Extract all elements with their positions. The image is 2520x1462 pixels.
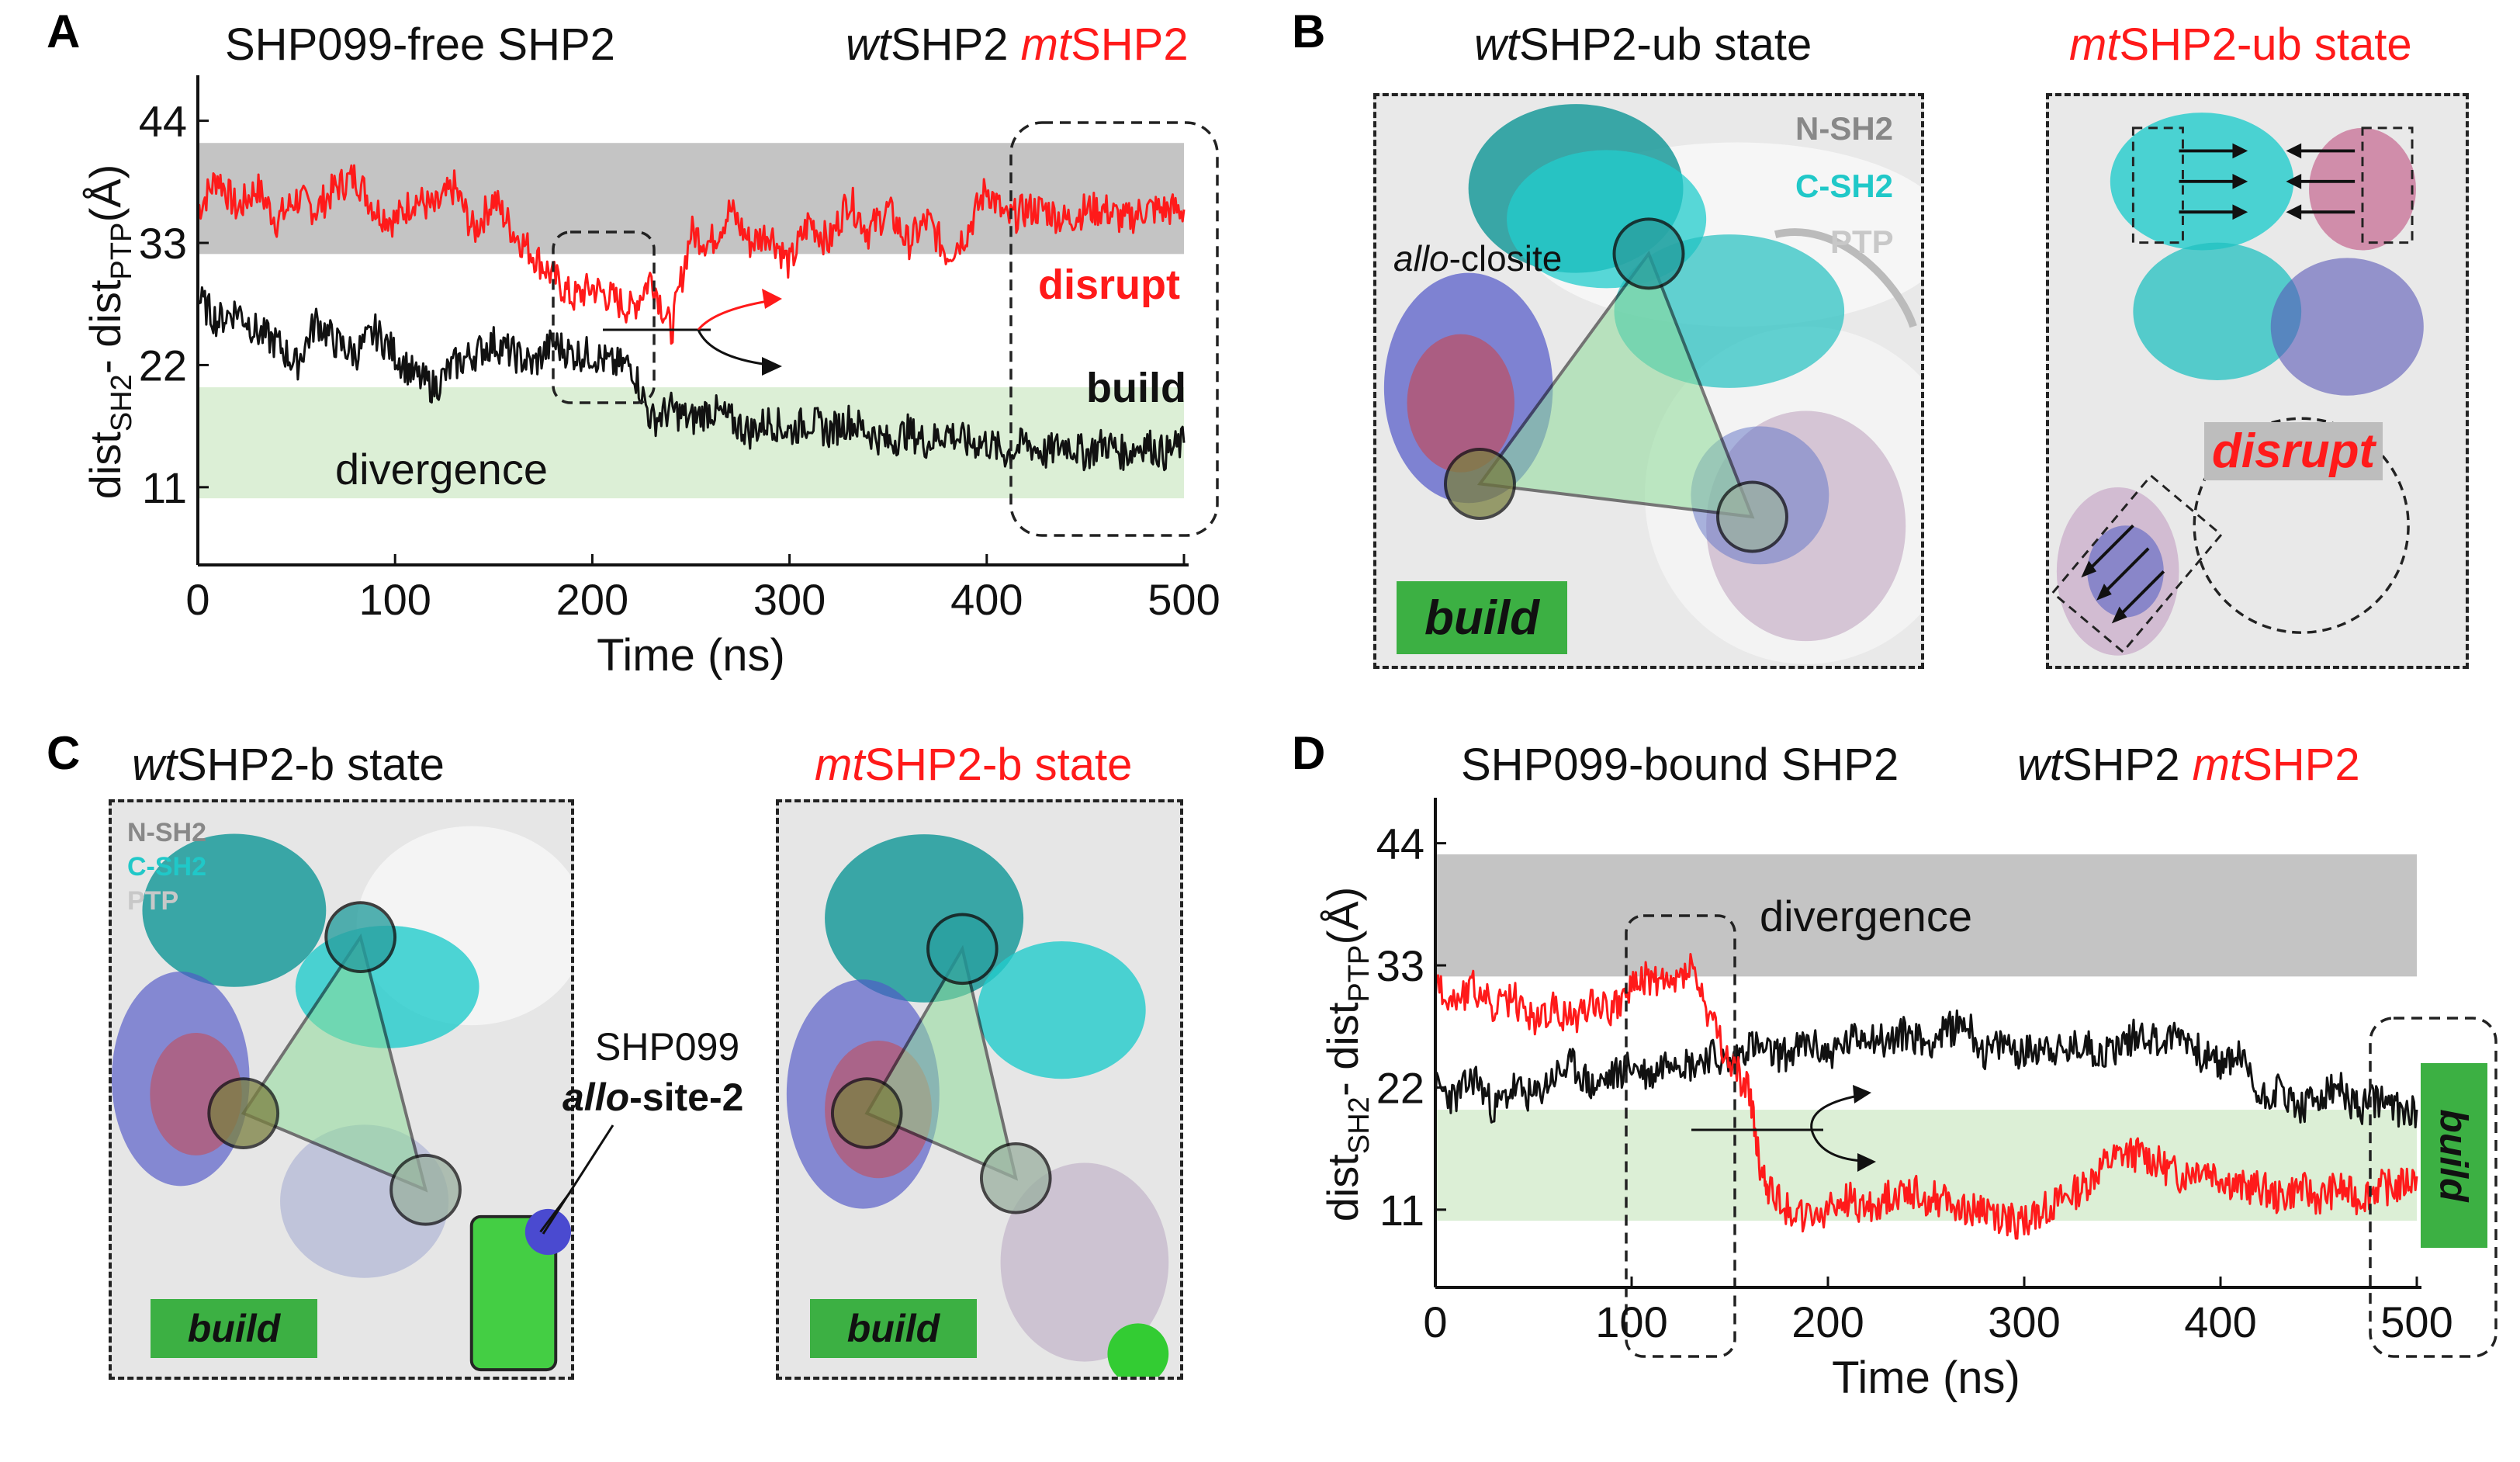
y-tick-label: 11 <box>1379 1186 1424 1235</box>
legend-csh2: C-SH2 <box>127 852 207 882</box>
legend-ptp: PTP <box>1830 223 1894 260</box>
panel-a-series-legend: wtSHP2 mtSHP2 <box>846 19 1189 71</box>
panel-a-title: SHP099-free SHP2 <box>225 19 615 70</box>
x-tick-label: 500 <box>1148 575 1220 624</box>
panel-b-mt-structure: disrupt <box>2046 93 2469 669</box>
x-tick-label: 300 <box>1988 1297 2060 1346</box>
panel-d-title: SHP099-bound SHP2 <box>1461 740 1899 790</box>
panel-d-series-legend: wtSHP2 mtSHP2 <box>2017 740 2360 790</box>
panel-d-build-tag: build <box>2421 1063 2487 1248</box>
x-tick-label: 0 <box>1423 1297 1447 1346</box>
y-tick-label: 11 <box>142 463 187 512</box>
y-tick-label: 33 <box>139 219 187 268</box>
x-tick-label: 400 <box>950 575 1023 624</box>
panel-b-wt-structure: N-SH2 C-SH2 PTP allo-closite build <box>1373 93 1924 669</box>
panel-label-d: D <box>1292 727 1326 779</box>
time-window-box <box>552 230 656 404</box>
y-axis-label: distSH2 - distPTP (Å) <box>1318 887 1376 1222</box>
time-window-box <box>1625 914 1736 1358</box>
x-tick-label: 500 <box>2380 1297 2452 1346</box>
panel-c-wt-title: wtSHP2-b state <box>132 740 445 790</box>
y-tick-label: 33 <box>1376 941 1424 990</box>
mt-ub-render <box>2051 113 2424 656</box>
legend-csh2: C-SH2 <box>1795 168 1894 204</box>
band-text: divergence <box>1760 892 1972 941</box>
x-tick-label: 300 <box>753 575 826 624</box>
panel-b-mt-title: mtSHP2-ub state <box>2069 19 2412 70</box>
legend-ptp: PTP <box>127 886 179 916</box>
y-tick-label: 44 <box>139 97 187 146</box>
chart-a: 0 100 200 300 400 500 11 22 33 44 Time (ns) distSH2… <box>81 75 1220 681</box>
y-axis-label: distSH2 - distPTP (Å) <box>81 165 138 500</box>
panel-label-c: C <box>47 727 81 779</box>
build-tag: build <box>151 1299 317 1358</box>
series-wtSHP2 <box>196 286 1186 472</box>
disrupt-band <box>1435 854 2417 977</box>
wt-prefix: wt <box>846 19 891 70</box>
band-text: divergence <box>335 445 548 494</box>
fork-arrow <box>1691 1085 1876 1172</box>
build-annotation: build <box>1086 365 1186 411</box>
panel-c-mt-title: mtSHP2-b state <box>815 740 1133 790</box>
legend-nsh2: N-SH2 <box>1795 110 1894 147</box>
shp099-label: SHP099 <box>595 1025 740 1069</box>
y-tick-label: 22 <box>139 341 187 390</box>
y-tick-label: 22 <box>1376 1063 1424 1112</box>
wt-ub-render <box>1383 104 1921 664</box>
allo-site-label: allo-site-2 <box>562 1076 744 1119</box>
fork-arrow <box>603 289 782 376</box>
disrupt-tag: disrupt <box>2204 422 2383 480</box>
series-mtSHP2 <box>196 164 1186 345</box>
x-tick-label: 100 <box>1595 1297 1667 1346</box>
mt-b-render <box>786 834 1169 1377</box>
wt-suffix: SHP2 <box>891 19 1009 70</box>
build-tag: build <box>810 1299 977 1358</box>
panel-b-wt-title: wtSHP2-ub state <box>1474 19 1812 70</box>
panel-label-b: B <box>1292 5 1326 57</box>
x-tick-label: 0 <box>185 575 209 624</box>
final-window-box <box>1009 121 1219 537</box>
panel-c-mt-structure: build <box>776 799 1183 1380</box>
final-window-box <box>2369 1017 2498 1358</box>
mt-prefix: mt <box>1020 19 1071 70</box>
allo-closite-label: allo-closite <box>1393 238 1563 279</box>
y-tick-label: 44 <box>1376 819 1424 868</box>
series-wtSHP2 <box>1434 1009 2418 1129</box>
disrupt-annotation: disrupt <box>1038 262 1180 308</box>
x-tick-label: 200 <box>556 575 628 624</box>
legend-nsh2: N-SH2 <box>127 818 207 847</box>
x-tick-label: 200 <box>1791 1297 1864 1346</box>
panel-label-a: A <box>47 5 81 57</box>
wt-b-render <box>112 826 571 1372</box>
x-tick-label: 400 <box>2184 1297 2256 1346</box>
x-axis-label: Time (ns) <box>1832 1353 2020 1403</box>
build-tag: build <box>1397 581 1567 654</box>
panel-c-wt-structure: N-SH2 C-SH2 PTP build <box>109 799 574 1380</box>
x-axis-label: Time (ns) <box>597 630 785 681</box>
x-tick-label: 100 <box>358 575 431 624</box>
mt-suffix: SHP2 <box>1071 19 1189 70</box>
chart-d: 0 100 200 300 400 500 11 22 33 44 Time (ns) distSH2… <box>1318 798 2498 1403</box>
series-mtSHP2 <box>1434 953 2418 1240</box>
